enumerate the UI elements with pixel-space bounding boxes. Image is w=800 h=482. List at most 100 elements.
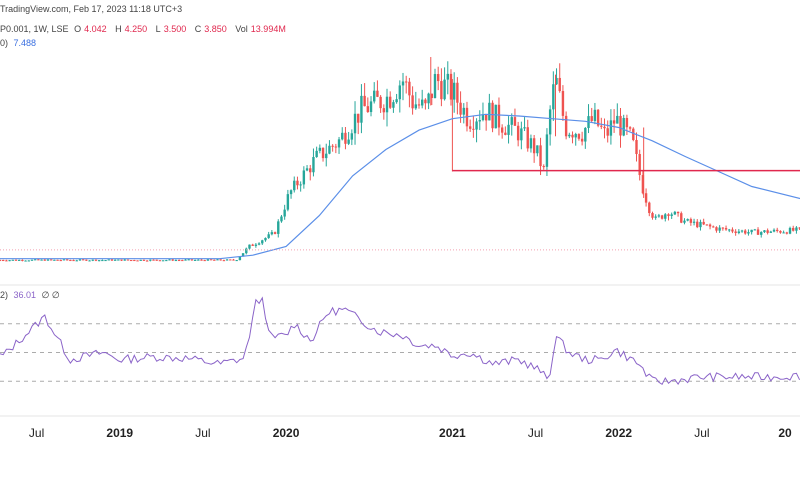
candle-body bbox=[510, 117, 513, 125]
candle-body bbox=[33, 259, 37, 261]
candle-body bbox=[190, 259, 194, 261]
candle-body bbox=[436, 74, 440, 82]
ohlc-low: L 3.500 bbox=[155, 24, 187, 34]
candle-body bbox=[606, 128, 609, 136]
candle-body bbox=[209, 259, 213, 261]
candle-body bbox=[628, 127, 632, 129]
candle-body bbox=[261, 240, 264, 244]
moving-average-line bbox=[0, 113, 800, 260]
candle-body bbox=[245, 248, 248, 254]
rsi-value: 36.01 bbox=[13, 290, 37, 300]
candle-body bbox=[344, 132, 347, 144]
candle-body bbox=[366, 106, 370, 113]
candle-body bbox=[238, 256, 242, 261]
candle-body bbox=[660, 215, 664, 219]
candle-body bbox=[305, 168, 309, 171]
candle-body bbox=[69, 260, 72, 262]
candle-body bbox=[267, 234, 270, 238]
candle-body bbox=[692, 221, 696, 223]
candle-body bbox=[731, 229, 734, 232]
candle-body bbox=[257, 243, 261, 245]
candle-body bbox=[536, 145, 539, 154]
x-tick-label: 20 bbox=[778, 426, 792, 440]
candle-body bbox=[504, 132, 507, 135]
candle-body bbox=[753, 229, 757, 231]
candle-body bbox=[389, 96, 392, 108]
candle-body bbox=[680, 213, 683, 223]
candle-body bbox=[37, 259, 40, 261]
candle-body bbox=[641, 175, 645, 194]
candle-body bbox=[715, 227, 718, 231]
candle-body bbox=[142, 259, 146, 261]
candle-body bbox=[315, 150, 318, 158]
candle-body bbox=[452, 82, 456, 100]
candle-body bbox=[14, 259, 18, 261]
candle-body bbox=[420, 99, 424, 106]
x-tick-label: Jul bbox=[527, 426, 544, 440]
candle-body bbox=[798, 227, 800, 229]
candle-body bbox=[219, 259, 222, 261]
candle-body bbox=[369, 101, 373, 113]
candle-body bbox=[101, 260, 104, 262]
candle-body bbox=[737, 231, 741, 233]
candle-body bbox=[65, 259, 69, 261]
x-tick-label: Jul bbox=[694, 426, 710, 440]
candle-body bbox=[155, 259, 158, 261]
candle-body bbox=[104, 260, 107, 262]
candle-body bbox=[53, 259, 56, 261]
candle-body bbox=[17, 259, 21, 261]
x-tick-label: 2022 bbox=[605, 426, 633, 440]
candle-body bbox=[408, 81, 411, 96]
candle-body bbox=[88, 260, 91, 262]
candle-body bbox=[632, 128, 635, 140]
candle-body bbox=[459, 102, 462, 115]
candle-body bbox=[555, 77, 558, 85]
candle-body bbox=[577, 134, 581, 139]
candle-body bbox=[702, 221, 705, 225]
candle-body bbox=[616, 115, 619, 124]
candle-body bbox=[94, 259, 98, 261]
candle-body bbox=[734, 231, 737, 233]
candle-body bbox=[769, 231, 773, 233]
candle-body bbox=[139, 259, 142, 261]
candle-body bbox=[341, 132, 344, 140]
candle-body bbox=[254, 244, 258, 246]
candle-body bbox=[526, 127, 529, 149]
candle-body bbox=[325, 153, 328, 159]
candle-body bbox=[750, 229, 753, 233]
candle-body bbox=[107, 259, 110, 261]
candle-body bbox=[229, 259, 232, 261]
candle-body bbox=[411, 95, 414, 109]
candle-body bbox=[523, 127, 526, 129]
x-tick-label: Jul bbox=[195, 426, 211, 440]
candle-body bbox=[478, 120, 481, 122]
candle-body bbox=[85, 259, 88, 261]
candle-body bbox=[30, 259, 34, 261]
candle-body bbox=[376, 90, 379, 97]
candle-body bbox=[619, 115, 622, 136]
candle-body bbox=[772, 229, 776, 232]
candle-body bbox=[558, 77, 561, 92]
candle-body bbox=[350, 133, 354, 140]
symbol-text: P0.001, 1W, LSE bbox=[0, 24, 69, 34]
candle-body bbox=[763, 230, 766, 233]
candle-body bbox=[456, 82, 459, 103]
candle-body bbox=[302, 170, 306, 185]
candle-body bbox=[481, 114, 485, 121]
candle-body bbox=[193, 259, 197, 261]
candle-body bbox=[584, 128, 587, 142]
candle-body bbox=[241, 253, 245, 257]
source-text: TradingView.com, Feb 17, 2023 11:18 UTC+… bbox=[0, 4, 183, 14]
candle-body bbox=[433, 74, 437, 99]
candle-body bbox=[580, 138, 584, 142]
candle-body bbox=[235, 260, 238, 262]
candle-body bbox=[747, 232, 750, 234]
candle-body bbox=[788, 227, 792, 234]
candle-body bbox=[724, 228, 728, 230]
candle-body bbox=[740, 230, 744, 232]
candle-body bbox=[222, 260, 226, 262]
candle-body bbox=[347, 139, 350, 144]
candle-body bbox=[8, 260, 11, 262]
candle-body bbox=[353, 113, 357, 134]
